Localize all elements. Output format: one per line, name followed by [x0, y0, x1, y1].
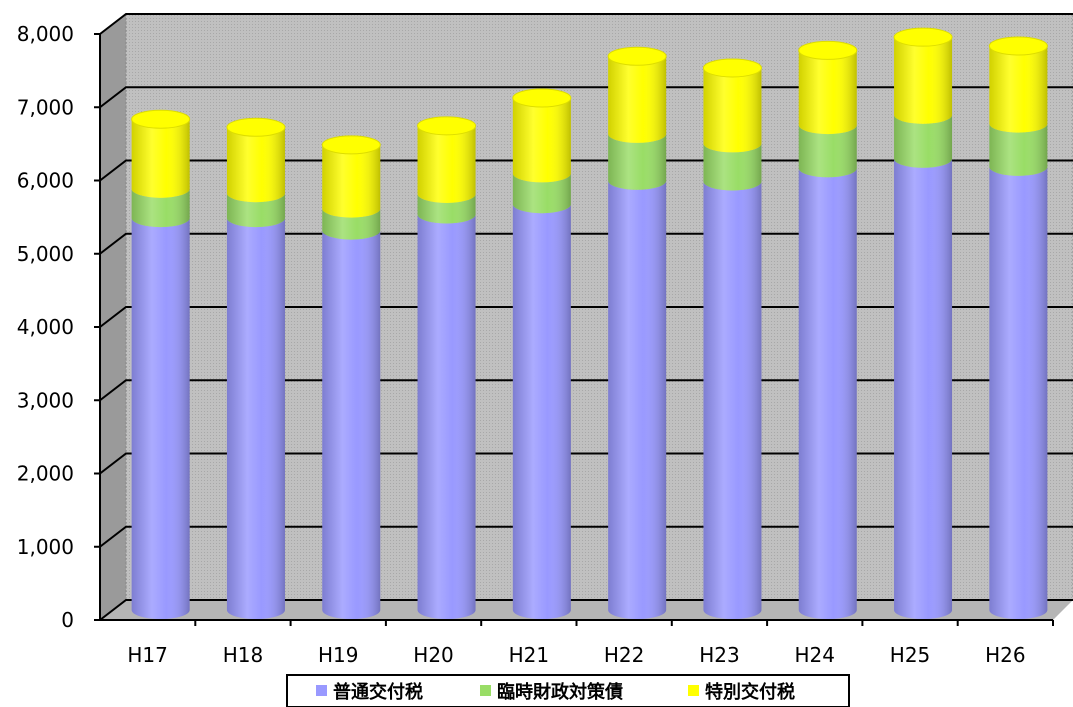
x-tick-labels: H17 H18 H19 H20 H21 H22 H23 H24 H25 H26	[127, 643, 1025, 667]
legend-swatch	[480, 685, 491, 696]
y-tick-label: 6,000	[17, 169, 74, 193]
x-tick-label: H19	[318, 643, 359, 667]
y-tick-label: 2,000	[17, 462, 74, 486]
bar-top-cap	[321, 135, 381, 155]
legend: 普通交付税 臨時財政対策債 特別交付税	[286, 674, 850, 707]
y-tick-label: 4,000	[17, 315, 74, 339]
bar-segment-shade	[608, 133, 667, 190]
bar-segment-shade	[131, 218, 190, 620]
bar-segment-shade	[894, 114, 953, 168]
bar-group-H23	[702, 58, 762, 620]
bar-segment-shade	[894, 37, 953, 124]
bar-segment-shade	[989, 45, 1048, 133]
bar-segment-shade	[703, 143, 762, 191]
bar-segment-shade	[131, 188, 190, 228]
x-tick-label: H25	[890, 643, 931, 667]
bar-segment-shade	[703, 67, 762, 153]
y-tick-label: 1,000	[17, 535, 74, 559]
x-tick-label: H20	[413, 643, 454, 667]
bars	[131, 27, 1048, 620]
bar-segment-shade	[512, 173, 571, 214]
bar-segment-shade	[417, 125, 476, 203]
bar-segment-shade	[226, 218, 285, 620]
bar-top-cap	[607, 46, 667, 66]
bar-top-cap	[893, 27, 953, 47]
bar-group-H24	[798, 40, 858, 620]
bar-segment-shade	[989, 166, 1048, 619]
bar-segment-shade	[417, 214, 476, 619]
bar-segment-shade	[322, 230, 381, 619]
legend-entry: 普通交付税	[333, 681, 423, 703]
bar-segment-shade	[608, 56, 667, 143]
bar-segment-shade	[131, 119, 190, 198]
bar-group-H25	[893, 27, 953, 619]
x-tick-label: H21	[509, 643, 550, 667]
bar-group-H22	[607, 46, 667, 619]
gridline	[99, 13, 1073, 35]
x-tick-label: H24	[795, 643, 836, 667]
y-tick-label: 8,000	[17, 22, 74, 46]
bar-group-H18	[226, 117, 286, 620]
bar-top-cap	[417, 116, 477, 136]
bar-segment-shade	[798, 125, 857, 178]
bar-segment-shade	[798, 168, 857, 620]
bar-segment-shade	[703, 181, 762, 620]
bar-segment-shade	[989, 123, 1048, 176]
bar-segment-shade	[226, 127, 285, 203]
bar-top-cap	[988, 36, 1048, 56]
y-tick-label: 3,000	[17, 388, 74, 412]
y-tick-label: 5,000	[17, 242, 74, 266]
bar-segment-shade	[608, 180, 667, 619]
legend-entry: 臨時財政対策債	[497, 681, 623, 703]
bar-segment-shade	[322, 208, 381, 240]
bar-segment-shade	[512, 97, 571, 183]
bar-group-H26	[988, 36, 1048, 619]
bar-top-cap	[512, 88, 572, 108]
x-tick-label: H23	[699, 643, 740, 667]
bar-group-H19	[321, 135, 381, 619]
bar-segment-shade	[417, 193, 476, 224]
bar-top-cap	[226, 117, 286, 137]
bar-segment-shade	[226, 193, 285, 228]
y-tick-label: 0	[61, 608, 74, 632]
bar-top-cap	[702, 58, 762, 78]
legend-swatch	[688, 685, 699, 696]
bar-group-H17	[131, 109, 191, 620]
legend-box	[286, 674, 850, 707]
y-tick-labels: 0 1,000 2,000 3,000 4,000 5,000 6,000 7,000 8,00…	[17, 22, 74, 632]
x-tick-label: H22	[604, 643, 645, 667]
bar-group-H20	[417, 116, 477, 619]
bar-segment-shade	[894, 158, 953, 619]
bar-segment-shade	[512, 204, 571, 619]
legend-swatch	[316, 685, 327, 696]
legend-entry: 特別交付税	[705, 681, 795, 703]
bar-top-cap	[131, 109, 191, 129]
axes	[99, 34, 1054, 626]
x-tick-label: H26	[985, 643, 1026, 667]
x-tick-label: H18	[223, 643, 264, 667]
bar-segment-shade	[798, 50, 857, 135]
bar-group-H21	[512, 88, 572, 619]
bar-top-cap	[798, 40, 858, 60]
x-tick-label: H17	[127, 643, 168, 667]
bar-segment-shade	[322, 144, 381, 218]
y-tick-label: 7,000	[17, 95, 74, 119]
